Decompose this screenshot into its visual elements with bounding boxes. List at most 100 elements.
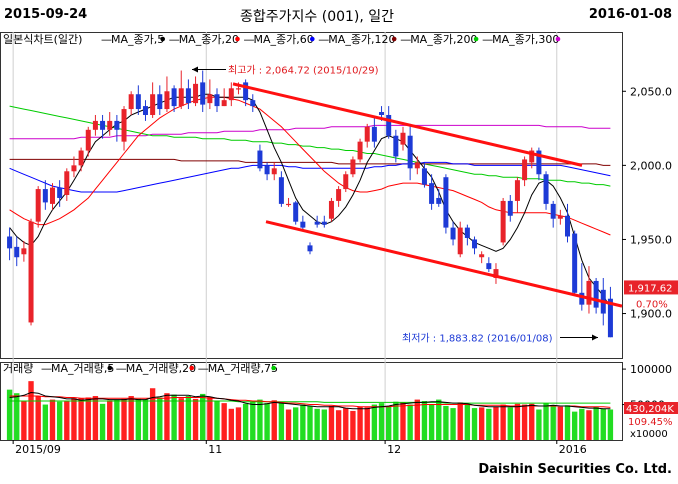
- volume-bar: [521, 404, 528, 440]
- candle-body: [328, 200, 334, 219]
- start-date: 2015-09-24: [4, 7, 88, 22]
- price-panel-frame: [0, 32, 623, 359]
- legend-dash: —: [116, 362, 127, 375]
- candle-body: [78, 150, 84, 166]
- volume-bar: [228, 408, 234, 440]
- candle-body: [607, 298, 613, 338]
- y-tick-label: 1,900.0: [630, 308, 672, 321]
- candle-body: [479, 254, 485, 258]
- candle-body: [128, 94, 134, 110]
- candle-body: [379, 112, 385, 115]
- volume-bar: [357, 406, 363, 440]
- volume-bar: [543, 403, 549, 440]
- legend-dash: —: [169, 33, 180, 46]
- candle-body: [557, 215, 563, 219]
- legend-item: MA_거래량,75: [208, 362, 278, 375]
- volume-bar: [493, 406, 499, 440]
- volume-bar: [185, 396, 192, 440]
- volume-bar: [6, 389, 13, 440]
- candle-body: [85, 129, 91, 151]
- x-tick-label: 2016: [559, 443, 587, 456]
- candle-body: [336, 189, 342, 201]
- candle-body: [443, 177, 449, 228]
- candle-body: [150, 94, 156, 115]
- candle-body: [185, 88, 191, 104]
- volume-bar: [235, 407, 242, 440]
- candle-body: [464, 227, 470, 238]
- vol-ma5-line: [9, 391, 611, 410]
- candle-body: [350, 159, 356, 175]
- legend-swatch: [310, 36, 315, 42]
- candle-body: [264, 165, 270, 175]
- volume-bar: [335, 410, 342, 440]
- candle-body: [228, 88, 234, 101]
- candle-body: [35, 189, 41, 222]
- volume-bar: [579, 408, 585, 440]
- candle-body: [500, 200, 506, 243]
- volume-bar: [443, 405, 449, 440]
- x-tick-label: 2015/09: [15, 443, 61, 456]
- legend-swatch: [271, 365, 276, 371]
- candle-body: [386, 114, 392, 136]
- volume-unit-label: x10000: [630, 429, 668, 440]
- volume-bar: [78, 398, 84, 440]
- legend-swatch: [160, 36, 165, 42]
- candle-body: [278, 177, 284, 204]
- candle-body: [550, 203, 556, 219]
- brand-label: Daishin Securities Co. Ltd.: [478, 462, 672, 477]
- legend-item: MA_종가,200: [410, 33, 477, 46]
- candle-body: [235, 88, 241, 90]
- legend-dash: —: [101, 33, 112, 46]
- candle-body: [507, 200, 513, 216]
- volume-bar: [14, 393, 20, 440]
- volume-bar: [49, 399, 56, 440]
- candle-body: [400, 132, 406, 145]
- volume-bar: [56, 401, 63, 440]
- footer: Daishin Securities Co. Ltd.: [0, 458, 678, 484]
- last-change-label: 0.70%: [636, 299, 668, 310]
- legend-item: MA_종가,20: [179, 33, 239, 46]
- x-tick-label: 12: [387, 443, 401, 456]
- y-tick-label: 2,000.0: [630, 159, 672, 172]
- volume-bar: [135, 398, 142, 440]
- candle-body: [257, 150, 263, 169]
- volume-bar: [436, 399, 442, 440]
- volume-bar: [564, 405, 571, 440]
- candle-body: [364, 126, 370, 142]
- candle-body: [157, 94, 163, 110]
- legend-dash: —: [244, 33, 255, 46]
- volume-bar: [514, 403, 521, 440]
- last-price-box: [624, 280, 678, 295]
- volume-bar: [428, 404, 435, 440]
- volume-bar: [149, 388, 156, 440]
- volume-bar: [28, 381, 34, 440]
- volume-bar: [364, 407, 370, 440]
- volume-bar: [35, 396, 41, 440]
- volume-bar: [478, 407, 485, 440]
- volume-bar: [214, 401, 220, 440]
- candle-body: [457, 227, 463, 255]
- volume-bar: [600, 408, 606, 440]
- volume-bar: [85, 397, 91, 440]
- volume-bar: [142, 399, 149, 440]
- volume-panel-frame: [0, 362, 623, 441]
- candle-body: [486, 263, 492, 270]
- legend-item: MA_종가,5: [111, 33, 164, 46]
- volume-bar: [250, 401, 256, 440]
- candle-body: [543, 174, 549, 204]
- legend-item: MA_종가,300: [492, 33, 559, 46]
- volume-bar: [64, 401, 70, 440]
- candle-body: [7, 236, 13, 249]
- candle-body: [493, 269, 499, 278]
- candle-body: [522, 159, 528, 181]
- candle-body: [121, 109, 127, 142]
- volume-bar: [464, 404, 471, 440]
- volume-bar: [471, 408, 478, 440]
- legend-dash: —: [482, 33, 493, 46]
- volume-bar: [328, 405, 335, 440]
- candle-body: [421, 168, 427, 185]
- candle-body: [450, 227, 456, 240]
- volume-bar: [393, 401, 399, 440]
- volume-bar: [192, 398, 199, 440]
- volume-bar: [107, 400, 113, 440]
